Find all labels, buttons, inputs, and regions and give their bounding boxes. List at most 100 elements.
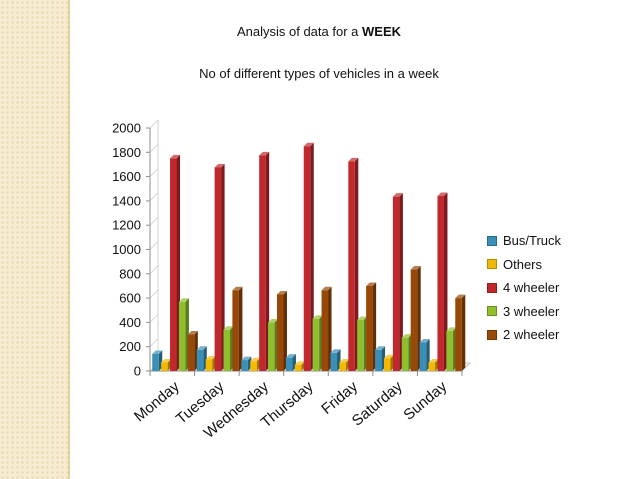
bar-front (205, 359, 213, 371)
bar-front (312, 318, 320, 371)
bar-bus-truck-tuesday (196, 346, 207, 371)
legend-swatch (487, 306, 497, 317)
bar-side (354, 157, 359, 371)
bar-top (428, 358, 439, 363)
bar-front (178, 301, 186, 371)
bar-front (303, 146, 311, 371)
chart-title: Analysis of data for a WEEK (0, 24, 638, 39)
bar-bus-truck-friday (330, 349, 341, 371)
bar-top (170, 154, 181, 159)
bar-side (461, 294, 466, 371)
y-tick-depth (149, 289, 159, 299)
y-tick-label: 1400 (112, 193, 141, 208)
bar-top (375, 346, 386, 350)
bar-front (357, 319, 364, 371)
bar-front (419, 342, 427, 371)
legend-item: Bus/Truck (487, 229, 561, 253)
y-tick-depth (149, 241, 159, 250)
bar-4-wheeler-wednesday (259, 151, 270, 371)
bar-2-wheeler-tuesday (232, 286, 243, 371)
bar-top (446, 327, 457, 331)
bar-front (375, 349, 382, 371)
bar-front (259, 155, 266, 371)
bar-top (223, 326, 234, 330)
bar-front (383, 358, 391, 371)
bar-top (276, 290, 287, 295)
y-tick-label: 800 (119, 266, 141, 281)
chart-title-prefix: Analysis of data for a (236, 24, 362, 39)
bar-others-saturday (383, 354, 394, 371)
bar-front (330, 352, 338, 371)
bar-front (276, 294, 284, 371)
bar-front (187, 334, 195, 371)
y-tick-label: 1800 (112, 145, 141, 160)
bar-top (259, 151, 270, 156)
chart-legend: Bus/Truck Others 4 wheeler 3 wheeler 2 wheel… (487, 229, 561, 347)
bar-top (268, 318, 279, 323)
bar-front (428, 362, 436, 371)
bar-front (250, 361, 257, 371)
bar-top (383, 354, 394, 359)
bar-side (443, 192, 448, 371)
bar-top (152, 350, 163, 354)
bar-top (205, 355, 216, 360)
bar-front (348, 161, 355, 371)
bar-4-wheeler-saturday (392, 193, 403, 371)
bar-side (283, 290, 287, 371)
legend-label: Bus/Truck (503, 233, 562, 249)
bar-front (366, 285, 373, 371)
bar-front (268, 322, 275, 371)
bar-top (339, 358, 350, 363)
y-tick-label: 600 (119, 291, 141, 306)
bar-top (437, 192, 448, 197)
bar-3-wheeler-sunday (446, 327, 457, 371)
bar-3-wheeler-tuesday (223, 326, 234, 371)
bar-top (410, 266, 421, 270)
bar-side (265, 151, 270, 371)
bar-side (399, 193, 403, 371)
bar-3-wheeler-saturday (401, 334, 412, 371)
bar-side (310, 142, 314, 371)
bar-top (241, 356, 252, 361)
y-tick-depth (149, 192, 159, 202)
bar-front (214, 167, 222, 371)
bar-top (196, 346, 207, 350)
y-tick-depth (149, 119, 159, 129)
chart-subtitle: No of different types of vehicles in a w… (199, 66, 439, 81)
bar-front (294, 364, 302, 371)
y-tick-label: 1200 (112, 218, 141, 233)
bar-side (238, 286, 243, 371)
legend-swatch (487, 235, 497, 246)
bar-front (161, 362, 168, 371)
y-tick-depth (149, 216, 159, 226)
bar-4-wheeler-tuesday (214, 163, 225, 371)
y-tick-label: 0 (134, 364, 141, 379)
bar-front (455, 298, 462, 371)
y-tick-label: 2000 (112, 121, 141, 136)
bar-side (372, 282, 377, 371)
bar-side (221, 163, 225, 371)
legend-swatch (487, 329, 497, 340)
bar-top (232, 286, 243, 291)
bar-top (348, 157, 359, 162)
legend-label: 2 wheeler (503, 327, 560, 343)
bar-front (152, 353, 159, 371)
bar-front (232, 290, 239, 371)
legend-item: 3 wheeler (487, 300, 561, 324)
y-tick-depth (149, 144, 159, 153)
bar-2-wheeler-saturday (410, 266, 421, 371)
bar-bus-truck-saturday (375, 346, 386, 371)
decorative-side-strip (0, 0, 70, 479)
bar-3-wheeler-monday (178, 298, 189, 371)
bar-side (328, 286, 332, 371)
bar-top (285, 354, 296, 358)
bar-top (312, 315, 323, 319)
bar-top (401, 334, 412, 338)
bar-bus-truck-sunday (419, 338, 430, 371)
legend-label: 4 wheeler (503, 280, 560, 296)
y-tick-label: 1600 (112, 169, 141, 184)
bar-bus-truck-monday (152, 350, 163, 371)
y-tick-label: 1000 (112, 242, 141, 257)
bar-3-wheeler-thursday (312, 315, 323, 371)
